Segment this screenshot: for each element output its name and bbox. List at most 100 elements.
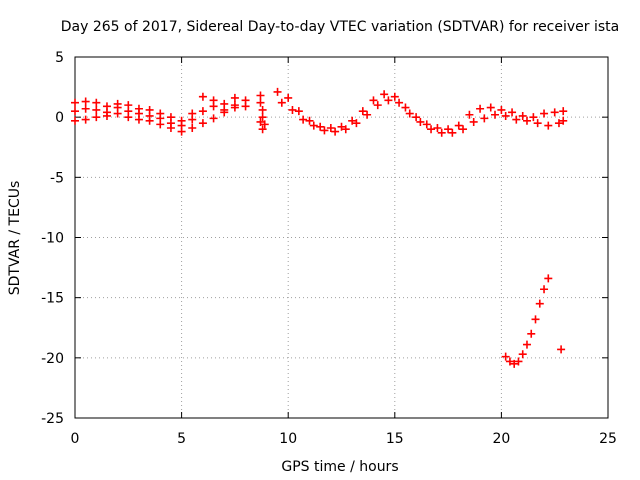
data-point — [540, 109, 549, 118]
data-point — [508, 108, 517, 117]
data-point — [81, 115, 90, 124]
data-point — [501, 352, 510, 361]
data-point — [71, 116, 79, 125]
data-point — [505, 357, 514, 366]
data-point — [444, 125, 453, 134]
data-point — [518, 350, 527, 359]
data-point — [395, 98, 404, 107]
data-point — [550, 108, 559, 117]
data-point — [527, 329, 536, 338]
data-point — [337, 122, 346, 131]
series-track-main-lower — [277, 96, 568, 137]
data-point — [316, 122, 325, 131]
y-tick-label: -15 — [41, 291, 64, 307]
data-point — [198, 107, 207, 116]
data-point — [531, 315, 540, 324]
data-point — [469, 117, 478, 126]
data-point — [373, 101, 382, 110]
data-point — [273, 87, 282, 96]
data-point — [405, 109, 414, 118]
series-track-middle — [71, 101, 239, 130]
y-tick-label: 5 — [55, 50, 64, 66]
y-tick-label: -25 — [41, 411, 64, 427]
data-point — [134, 109, 143, 118]
data-point — [535, 299, 544, 308]
data-point — [220, 105, 229, 114]
data-point — [559, 107, 568, 116]
data-point — [309, 121, 318, 130]
data-point — [156, 114, 165, 123]
data-point — [71, 107, 79, 116]
data-point — [384, 96, 393, 105]
data-point — [454, 121, 463, 130]
data-point — [209, 114, 218, 123]
data-point — [427, 125, 436, 134]
data-point — [71, 98, 79, 107]
data-point — [497, 105, 506, 114]
x-tick-label: 0 — [71, 431, 80, 447]
data-point — [102, 108, 111, 117]
data-point — [113, 103, 122, 112]
data-point — [92, 98, 101, 107]
series-track-upper — [71, 92, 250, 125]
data-point — [288, 105, 297, 114]
data-point — [256, 91, 265, 100]
x-tick-label: 5 — [177, 431, 186, 447]
data-point — [529, 113, 538, 122]
series-segment-8.7 — [256, 91, 269, 134]
data-point — [480, 114, 489, 123]
data-point — [198, 119, 207, 128]
data-point — [188, 115, 197, 124]
data-point — [258, 105, 267, 114]
x-tick-label: 15 — [386, 431, 404, 447]
data-point — [294, 107, 303, 116]
data-point — [341, 125, 350, 134]
data-point — [510, 359, 519, 368]
data-point — [124, 107, 133, 116]
y-tick-label: -10 — [41, 231, 64, 247]
data-point — [459, 125, 468, 134]
x-tick-label: 20 — [492, 431, 510, 447]
data-point — [437, 128, 446, 137]
x-tick-label: 10 — [279, 431, 297, 447]
data-point — [188, 123, 197, 132]
data-point — [230, 101, 239, 110]
data-point — [476, 104, 485, 113]
data-point — [522, 116, 531, 125]
data-point — [320, 126, 329, 135]
data-point — [305, 116, 314, 125]
data-point — [209, 102, 218, 111]
data-point — [465, 110, 474, 119]
data-point — [230, 93, 239, 102]
y-tick-label: -20 — [41, 351, 64, 367]
data-point — [258, 113, 267, 122]
data-point — [358, 107, 367, 116]
data-point — [559, 116, 568, 125]
data-point — [390, 92, 399, 101]
data-point — [518, 111, 527, 120]
data-point — [491, 110, 500, 119]
series-track-main — [273, 87, 568, 134]
data-point — [348, 116, 357, 125]
data-point — [401, 103, 410, 112]
y-tick-label: 0 — [55, 110, 64, 126]
data-point — [557, 345, 566, 354]
data-point — [544, 274, 553, 283]
data-point — [433, 123, 442, 132]
data-point — [486, 103, 495, 112]
data-point — [92, 113, 101, 122]
data-point — [412, 113, 421, 122]
data-point — [514, 357, 523, 366]
data-point — [166, 119, 175, 128]
y-tick-label: -5 — [50, 170, 64, 186]
data-point — [512, 115, 521, 124]
data-point — [326, 123, 335, 132]
data-point — [284, 93, 293, 102]
data-point — [331, 127, 340, 136]
chart-title: Day 265 of 2017, Sidereal Day-to-day VTE… — [61, 19, 619, 35]
data-point — [380, 90, 389, 99]
series-drop-arc — [501, 274, 553, 368]
y-axis-label: SDTVAR / TECUs — [7, 181, 23, 296]
